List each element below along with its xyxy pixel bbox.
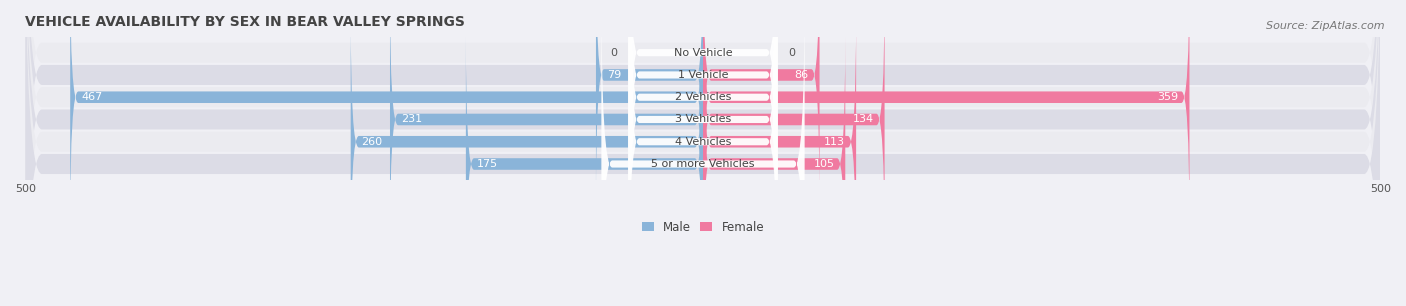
FancyBboxPatch shape (703, 0, 820, 203)
Text: 260: 260 (361, 137, 382, 147)
Text: 86: 86 (794, 70, 808, 80)
FancyBboxPatch shape (628, 0, 778, 294)
Text: No Vehicle: No Vehicle (673, 48, 733, 58)
FancyBboxPatch shape (628, 0, 778, 227)
FancyBboxPatch shape (25, 0, 1381, 306)
FancyBboxPatch shape (350, 14, 703, 270)
FancyBboxPatch shape (628, 0, 778, 249)
Text: 3 Vehicles: 3 Vehicles (675, 114, 731, 125)
FancyBboxPatch shape (70, 0, 703, 225)
FancyBboxPatch shape (25, 0, 1381, 306)
FancyBboxPatch shape (703, 36, 845, 292)
Text: 79: 79 (607, 70, 621, 80)
FancyBboxPatch shape (602, 0, 804, 306)
FancyBboxPatch shape (596, 0, 703, 203)
FancyBboxPatch shape (25, 0, 1381, 306)
Text: 467: 467 (82, 92, 103, 102)
Text: 4 Vehicles: 4 Vehicles (675, 137, 731, 147)
Text: 175: 175 (477, 159, 498, 169)
FancyBboxPatch shape (703, 0, 884, 247)
Text: 2 Vehicles: 2 Vehicles (675, 92, 731, 102)
Legend: Male, Female: Male, Female (641, 221, 765, 233)
FancyBboxPatch shape (703, 14, 856, 270)
Text: 0: 0 (610, 48, 617, 58)
FancyBboxPatch shape (628, 0, 778, 272)
Text: 359: 359 (1157, 92, 1178, 102)
Text: 5 or more Vehicles: 5 or more Vehicles (651, 159, 755, 169)
FancyBboxPatch shape (25, 0, 1381, 306)
FancyBboxPatch shape (628, 0, 778, 306)
FancyBboxPatch shape (465, 36, 703, 292)
Text: 231: 231 (401, 114, 422, 125)
FancyBboxPatch shape (703, 0, 1189, 225)
Text: 0: 0 (789, 48, 796, 58)
Text: 113: 113 (824, 137, 845, 147)
FancyBboxPatch shape (25, 0, 1381, 306)
FancyBboxPatch shape (389, 0, 703, 247)
Text: Source: ZipAtlas.com: Source: ZipAtlas.com (1267, 21, 1385, 32)
FancyBboxPatch shape (25, 0, 1381, 306)
Text: 1 Vehicle: 1 Vehicle (678, 70, 728, 80)
Text: 105: 105 (814, 159, 834, 169)
Text: VEHICLE AVAILABILITY BY SEX IN BEAR VALLEY SPRINGS: VEHICLE AVAILABILITY BY SEX IN BEAR VALL… (25, 15, 465, 29)
Text: 134: 134 (852, 114, 873, 125)
